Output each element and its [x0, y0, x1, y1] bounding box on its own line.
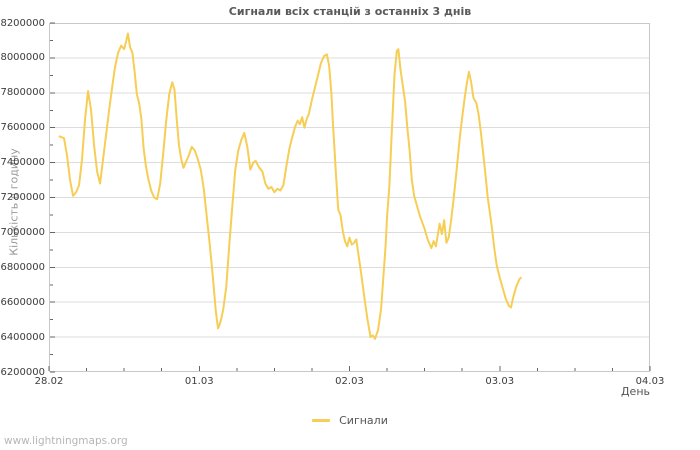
- x-tick-label: 04.03: [635, 376, 665, 387]
- legend: Сигнали: [0, 414, 700, 427]
- x-axis-title: День: [620, 385, 650, 398]
- chart-title: Сигнали всіх станцій з останніх 3 днів: [228, 5, 472, 18]
- y-tick-label: 6800000: [0, 261, 45, 273]
- watermark-link[interactable]: www.lightningmaps.org: [4, 435, 128, 447]
- y-tick-label: 7200000: [0, 192, 45, 203]
- y-tick-label: 6400000: [0, 331, 45, 343]
- y-tick-label: 6200000: [0, 366, 45, 378]
- y-tick-label: 7400000: [0, 157, 45, 169]
- x-tick-label: 01.03: [184, 376, 214, 387]
- signal-line-series: [58, 32, 522, 340]
- legend-label: Сигнали: [339, 414, 388, 427]
- y-tick-label: 8200000: [0, 17, 45, 29]
- x-tick-label: 28.02: [34, 376, 64, 387]
- x-tick-label: 03.03: [485, 376, 515, 387]
- y-tick-label: 8000000: [0, 52, 45, 64]
- y-tick-label: 7000000: [0, 226, 45, 238]
- y-tick-label: 7800000: [0, 87, 45, 99]
- x-tick-label: 02.03: [335, 376, 364, 387]
- plot-frame: [49, 23, 650, 372]
- legend-line-swatch: [312, 419, 331, 422]
- y-tick-label: 6600000: [0, 296, 45, 308]
- y-tick-label: 7600000: [0, 122, 45, 134]
